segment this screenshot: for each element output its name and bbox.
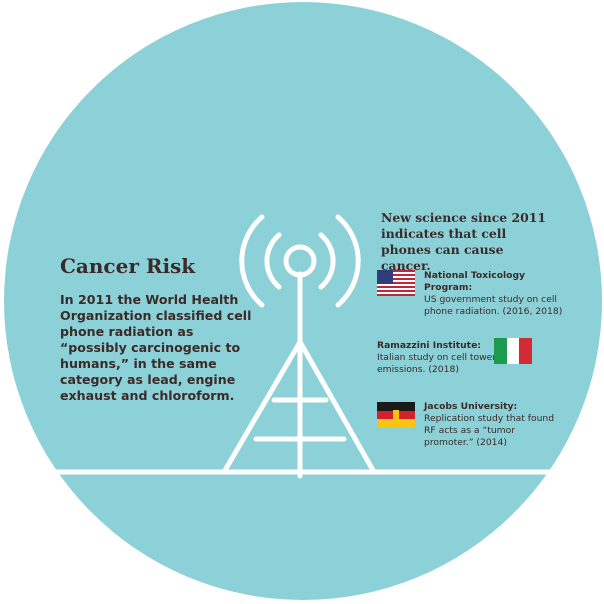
antenna-icon — [283, 244, 317, 278]
germany-flag-icon — [377, 402, 415, 428]
study-ramazzini: Ramazzini Institute: Italian study on ce… — [377, 340, 497, 376]
study-title: Ramazzini Institute: — [377, 340, 481, 351]
signal-arc-right-outer — [335, 214, 361, 308]
new-science-heading: New science since 2011 indicates that ce… — [381, 210, 546, 273]
study-title: Jacobs University: — [424, 401, 518, 412]
study-national-toxicology: National Toxicology Program: US governme… — [424, 270, 574, 318]
study-description: Italian study on cell tower emissions. (… — [377, 352, 497, 375]
study-title: National Toxicology Program: — [424, 270, 526, 293]
cancer-risk-title: Cancer Risk — [60, 254, 196, 278]
us-flag-icon — [377, 270, 415, 296]
study-description: Replication study that found RF acts as … — [424, 413, 555, 448]
signal-arc-left-outer — [239, 214, 265, 308]
signal-arc-right-inner — [318, 232, 336, 290]
study-jacobs-university: Jacobs University: Replication study tha… — [424, 401, 564, 449]
study-description: US government study on cell phone radiat… — [424, 294, 563, 317]
cancer-risk-block: Cancer Risk In 2011 the World Health Org… — [60, 254, 260, 404]
signal-arc-left-inner — [264, 232, 282, 290]
italy-flag-icon — [494, 338, 532, 364]
cell-tower-illustration — [41, 214, 552, 479]
infographic-circle: Cancer Risk In 2011 the World Health Org… — [4, 2, 602, 600]
cancer-risk-body: In 2011 the World Health Organization cl… — [60, 292, 252, 403]
